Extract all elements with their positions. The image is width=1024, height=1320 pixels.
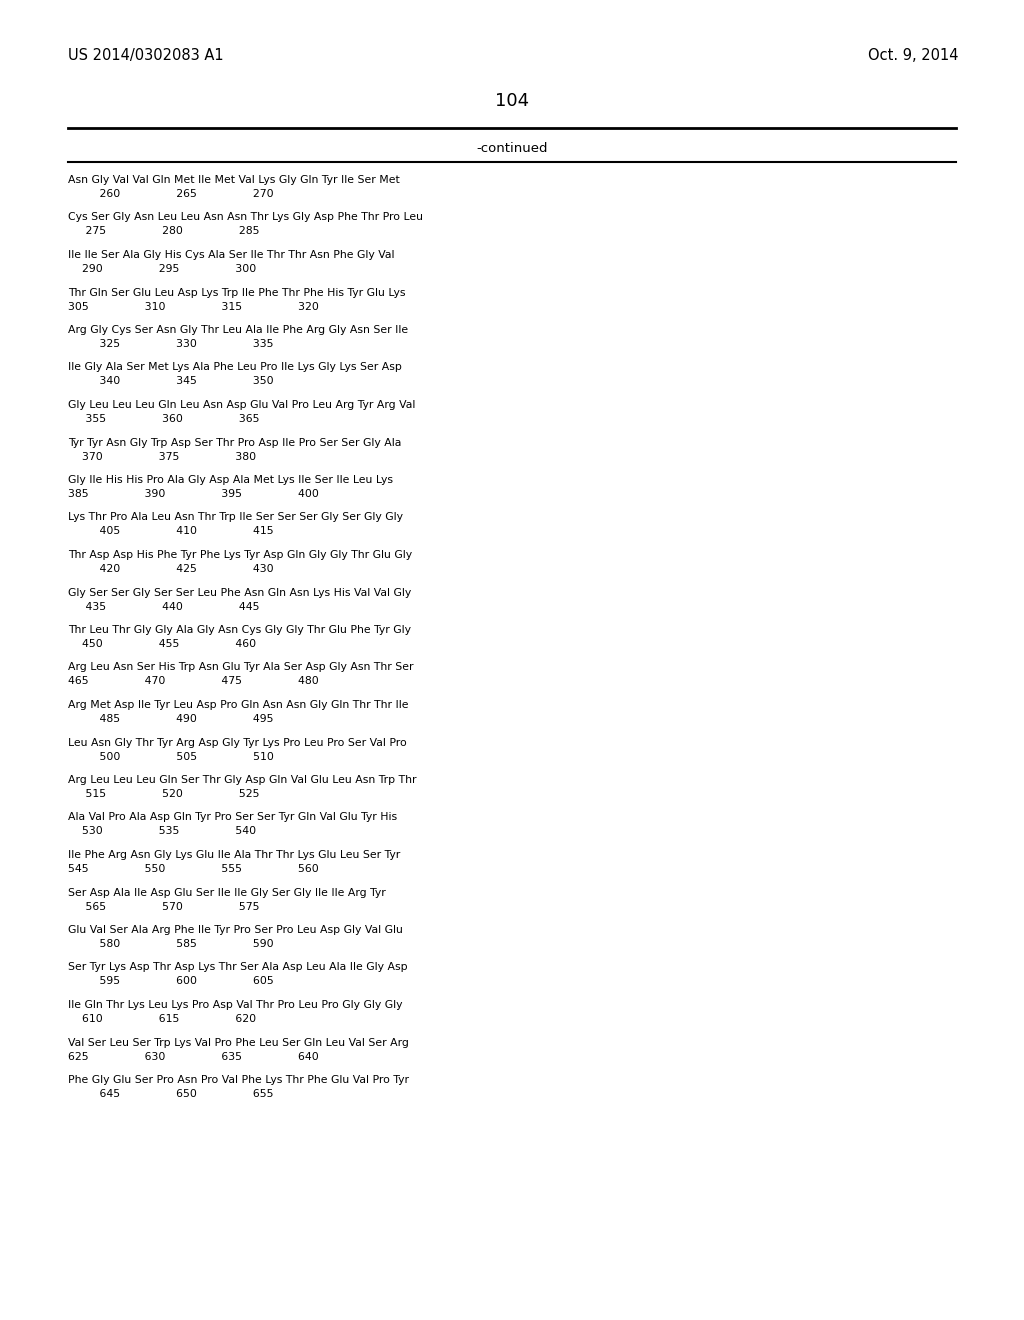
Text: Ile Phe Arg Asn Gly Lys Glu Ile Ala Thr Thr Lys Glu Leu Ser Tyr: Ile Phe Arg Asn Gly Lys Glu Ile Ala Thr … <box>68 850 400 861</box>
Text: Leu Asn Gly Thr Tyr Arg Asp Gly Tyr Lys Pro Leu Pro Ser Val Pro: Leu Asn Gly Thr Tyr Arg Asp Gly Tyr Lys … <box>68 738 407 747</box>
Text: Gly Ile His His Pro Ala Gly Asp Ala Met Lys Ile Ser Ile Leu Lys: Gly Ile His His Pro Ala Gly Asp Ala Met … <box>68 475 393 484</box>
Text: Ser Asp Ala Ile Asp Glu Ser Ile Ile Gly Ser Gly Ile Ile Arg Tyr: Ser Asp Ala Ile Asp Glu Ser Ile Ile Gly … <box>68 887 386 898</box>
Text: 645                650                655: 645 650 655 <box>68 1089 273 1100</box>
Text: Ala Val Pro Ala Asp Gln Tyr Pro Ser Ser Tyr Gln Val Glu Tyr His: Ala Val Pro Ala Asp Gln Tyr Pro Ser Ser … <box>68 813 397 822</box>
Text: 610                615                620: 610 615 620 <box>68 1014 256 1024</box>
Text: Ile Gly Ala Ser Met Lys Ala Phe Leu Pro Ile Lys Gly Lys Ser Asp: Ile Gly Ala Ser Met Lys Ala Phe Leu Pro … <box>68 363 401 372</box>
Text: Glu Val Ser Ala Arg Phe Ile Tyr Pro Ser Pro Leu Asp Gly Val Glu: Glu Val Ser Ala Arg Phe Ile Tyr Pro Ser … <box>68 925 402 935</box>
Text: Ile Ile Ser Ala Gly His Cys Ala Ser Ile Thr Thr Asn Phe Gly Val: Ile Ile Ser Ala Gly His Cys Ala Ser Ile … <box>68 249 394 260</box>
Text: Thr Gln Ser Glu Leu Asp Lys Trp Ile Phe Thr Phe His Tyr Glu Lys: Thr Gln Ser Glu Leu Asp Lys Trp Ile Phe … <box>68 288 406 297</box>
Text: Phe Gly Glu Ser Pro Asn Pro Val Phe Lys Thr Phe Glu Val Pro Tyr: Phe Gly Glu Ser Pro Asn Pro Val Phe Lys … <box>68 1074 409 1085</box>
Text: Arg Leu Asn Ser His Trp Asn Glu Tyr Ala Ser Asp Gly Asn Thr Ser: Arg Leu Asn Ser His Trp Asn Glu Tyr Ala … <box>68 663 414 672</box>
Text: 305                310                315                320: 305 310 315 320 <box>68 301 318 312</box>
Text: 515                520                525: 515 520 525 <box>68 789 259 799</box>
Text: Arg Met Asp Ile Tyr Leu Asp Pro Gln Asn Asn Gly Gln Thr Thr Ile: Arg Met Asp Ile Tyr Leu Asp Pro Gln Asn … <box>68 700 409 710</box>
Text: Ile Gln Thr Lys Leu Lys Pro Asp Val Thr Pro Leu Pro Gly Gly Gly: Ile Gln Thr Lys Leu Lys Pro Asp Val Thr … <box>68 1001 402 1010</box>
Text: 405                410                415: 405 410 415 <box>68 527 273 536</box>
Text: 545                550                555                560: 545 550 555 560 <box>68 865 318 874</box>
Text: Gly Leu Leu Leu Gln Leu Asn Asp Glu Val Pro Leu Arg Tyr Arg Val: Gly Leu Leu Leu Gln Leu Asn Asp Glu Val … <box>68 400 416 411</box>
Text: 565                570                575: 565 570 575 <box>68 902 259 912</box>
Text: 485                490                495: 485 490 495 <box>68 714 273 723</box>
Text: 104: 104 <box>495 92 529 110</box>
Text: 580                585                590: 580 585 590 <box>68 939 273 949</box>
Text: Ser Tyr Lys Asp Thr Asp Lys Thr Ser Ala Asp Leu Ala Ile Gly Asp: Ser Tyr Lys Asp Thr Asp Lys Thr Ser Ala … <box>68 962 408 973</box>
Text: 625                630                635                640: 625 630 635 640 <box>68 1052 318 1061</box>
Text: 420                425                430: 420 425 430 <box>68 564 273 574</box>
Text: 595                600                605: 595 600 605 <box>68 977 273 986</box>
Text: Val Ser Leu Ser Trp Lys Val Pro Phe Leu Ser Gln Leu Val Ser Arg: Val Ser Leu Ser Trp Lys Val Pro Phe Leu … <box>68 1038 409 1048</box>
Text: 275                280                285: 275 280 285 <box>68 227 259 236</box>
Text: 530                535                540: 530 535 540 <box>68 826 256 837</box>
Text: 260                265                270: 260 265 270 <box>68 189 273 199</box>
Text: 465                470                475                480: 465 470 475 480 <box>68 676 318 686</box>
Text: 325                330                335: 325 330 335 <box>68 339 273 348</box>
Text: Thr Asp Asp His Phe Tyr Phe Lys Tyr Asp Gln Gly Gly Thr Glu Gly: Thr Asp Asp His Phe Tyr Phe Lys Tyr Asp … <box>68 550 412 560</box>
Text: Lys Thr Pro Ala Leu Asn Thr Trp Ile Ser Ser Ser Gly Ser Gly Gly: Lys Thr Pro Ala Leu Asn Thr Trp Ile Ser … <box>68 512 403 523</box>
Text: Cys Ser Gly Asn Leu Leu Asn Asn Thr Lys Gly Asp Phe Thr Pro Leu: Cys Ser Gly Asn Leu Leu Asn Asn Thr Lys … <box>68 213 423 223</box>
Text: -continued: -continued <box>476 143 548 154</box>
Text: 355                360                365: 355 360 365 <box>68 414 259 424</box>
Text: 500                505                510: 500 505 510 <box>68 751 273 762</box>
Text: Arg Leu Leu Leu Gln Ser Thr Gly Asp Gln Val Glu Leu Asn Trp Thr: Arg Leu Leu Leu Gln Ser Thr Gly Asp Gln … <box>68 775 417 785</box>
Text: 290                295                300: 290 295 300 <box>68 264 256 275</box>
Text: Asn Gly Val Val Gln Met Ile Met Val Lys Gly Gln Tyr Ile Ser Met: Asn Gly Val Val Gln Met Ile Met Val Lys … <box>68 176 399 185</box>
Text: Thr Leu Thr Gly Gly Ala Gly Asn Cys Gly Gly Thr Glu Phe Tyr Gly: Thr Leu Thr Gly Gly Ala Gly Asn Cys Gly … <box>68 624 411 635</box>
Text: 370                375                380: 370 375 380 <box>68 451 256 462</box>
Text: Tyr Tyr Asn Gly Trp Asp Ser Thr Pro Asp Ile Pro Ser Ser Gly Ala: Tyr Tyr Asn Gly Trp Asp Ser Thr Pro Asp … <box>68 437 401 447</box>
Text: 340                345                350: 340 345 350 <box>68 376 273 387</box>
Text: 435                440                445: 435 440 445 <box>68 602 259 611</box>
Text: Gly Ser Ser Gly Ser Ser Leu Phe Asn Gln Asn Lys His Val Val Gly: Gly Ser Ser Gly Ser Ser Leu Phe Asn Gln … <box>68 587 412 598</box>
Text: US 2014/0302083 A1: US 2014/0302083 A1 <box>68 48 223 63</box>
Text: 385                390                395                400: 385 390 395 400 <box>68 488 318 499</box>
Text: Oct. 9, 2014: Oct. 9, 2014 <box>867 48 958 63</box>
Text: Arg Gly Cys Ser Asn Gly Thr Leu Ala Ile Phe Arg Gly Asn Ser Ile: Arg Gly Cys Ser Asn Gly Thr Leu Ala Ile … <box>68 325 409 335</box>
Text: 450                455                460: 450 455 460 <box>68 639 256 649</box>
